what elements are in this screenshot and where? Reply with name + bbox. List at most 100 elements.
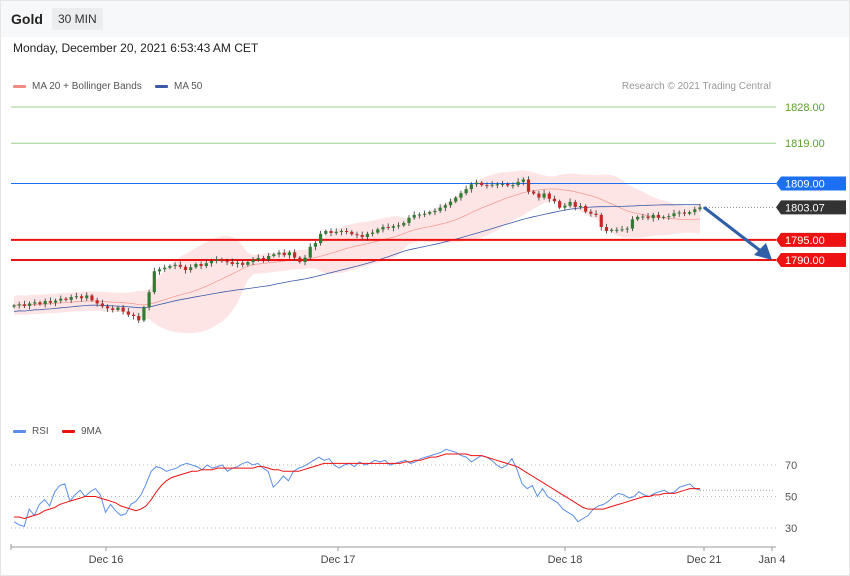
candle-body [428, 212, 432, 214]
candle-body [303, 257, 307, 263]
candle-body [345, 231, 349, 233]
candle-body [131, 314, 136, 316]
candle-body [526, 179, 531, 192]
candle-body [43, 301, 47, 305]
candle-body [625, 228, 629, 230]
candle-body [100, 303, 104, 307]
chart-header: Gold 30 MIN [1, 1, 849, 37]
level-label-1828.00: 1828.00 [785, 102, 825, 114]
candle-body [610, 229, 614, 232]
candle-body [620, 229, 624, 231]
candle-body [194, 264, 198, 268]
candle-body [584, 206, 588, 212]
candle-body [495, 184, 499, 186]
candle-body [396, 225, 401, 227]
candle-body [386, 226, 390, 228]
x-tick-label-Dec 21: Dec 21 [687, 554, 722, 566]
candle-body [22, 304, 26, 306]
rsi-tick-70: 70 [785, 460, 797, 472]
candle-body [459, 193, 463, 198]
candle-body [90, 295, 94, 301]
candle-body [235, 262, 240, 265]
candle-body [251, 259, 255, 263]
candle-body [111, 308, 115, 310]
level-label-1790.00: 1790.00 [785, 255, 825, 267]
x-tick-label-Jan 4: Jan 4 [759, 554, 786, 566]
candle-body [506, 183, 510, 186]
candle-body [59, 298, 63, 301]
candle-body [69, 297, 73, 300]
candle-body [563, 205, 567, 208]
candle-body [532, 191, 536, 194]
level-tag-1790.00 [776, 253, 846, 267]
candle-body [641, 216, 645, 218]
candle-body [469, 184, 473, 190]
candle-body [391, 226, 395, 228]
level-tag-1809.00 [776, 176, 846, 191]
candle-body [116, 307, 120, 310]
level-label-1803.07: 1803.07 [785, 202, 825, 214]
candle-body [433, 210, 437, 213]
candle-body [355, 234, 359, 236]
level-tag-1803.07 [776, 200, 846, 215]
legend-rsi: RSI [13, 426, 49, 437]
candle-body [568, 202, 572, 206]
legend-rsi-ma: 9MA [62, 426, 102, 437]
candle-body [261, 257, 266, 260]
candle-body [438, 207, 442, 211]
candle-body [474, 182, 479, 185]
candle-body [230, 262, 234, 265]
candle-body [604, 226, 609, 232]
candle-body [376, 229, 380, 233]
timeframe-badge[interactable]: 30 MIN [52, 8, 103, 30]
candle-body [370, 232, 375, 234]
candle-body [698, 207, 702, 210]
ma20-line [13, 188, 701, 306]
candle-body [204, 263, 208, 267]
legend-rsi-ma-label: 9MA [81, 426, 102, 437]
legend-ma50: MA 50 [155, 81, 202, 92]
legend-ma50-label: MA 50 [174, 81, 203, 92]
candle-body [287, 252, 292, 256]
candle-body [542, 193, 546, 198]
candle-body [241, 262, 245, 265]
candle-body [360, 235, 364, 238]
candle-body [12, 305, 16, 307]
candle-body [220, 259, 224, 262]
candle-body [594, 213, 598, 215]
candle-body [64, 298, 68, 300]
candle-body [209, 260, 214, 264]
ma20-swatch [13, 84, 26, 88]
candle-body [319, 233, 323, 244]
rsi-swatch [13, 429, 26, 433]
candle-body [199, 264, 203, 267]
candle-body [490, 184, 494, 186]
candle-body [552, 198, 557, 202]
candle-body [407, 217, 411, 223]
candle-body [578, 206, 583, 208]
candle-body [485, 185, 489, 187]
candle-body [277, 252, 281, 255]
candle-body [215, 259, 219, 261]
candle-body [163, 267, 167, 270]
candle-body [464, 189, 468, 194]
candle-body [558, 201, 562, 208]
candle-body [48, 301, 52, 303]
forecast-arrow-head [754, 243, 772, 260]
candle-body [573, 202, 577, 207]
candle-body [365, 233, 369, 238]
candle-body [17, 304, 21, 306]
candle-body [589, 211, 593, 214]
candle-body [74, 296, 78, 298]
candle-body [636, 216, 640, 220]
candle-body [308, 246, 312, 258]
candle-body [272, 254, 276, 256]
candle-body [178, 264, 182, 267]
candle-body [267, 255, 271, 260]
candle-body [667, 216, 671, 218]
candle-body [656, 214, 661, 218]
candle-body [651, 214, 655, 219]
candle-body [454, 197, 458, 202]
datetime-label: Monday, December 20, 2021 6:53:43 AM CET [13, 41, 259, 55]
